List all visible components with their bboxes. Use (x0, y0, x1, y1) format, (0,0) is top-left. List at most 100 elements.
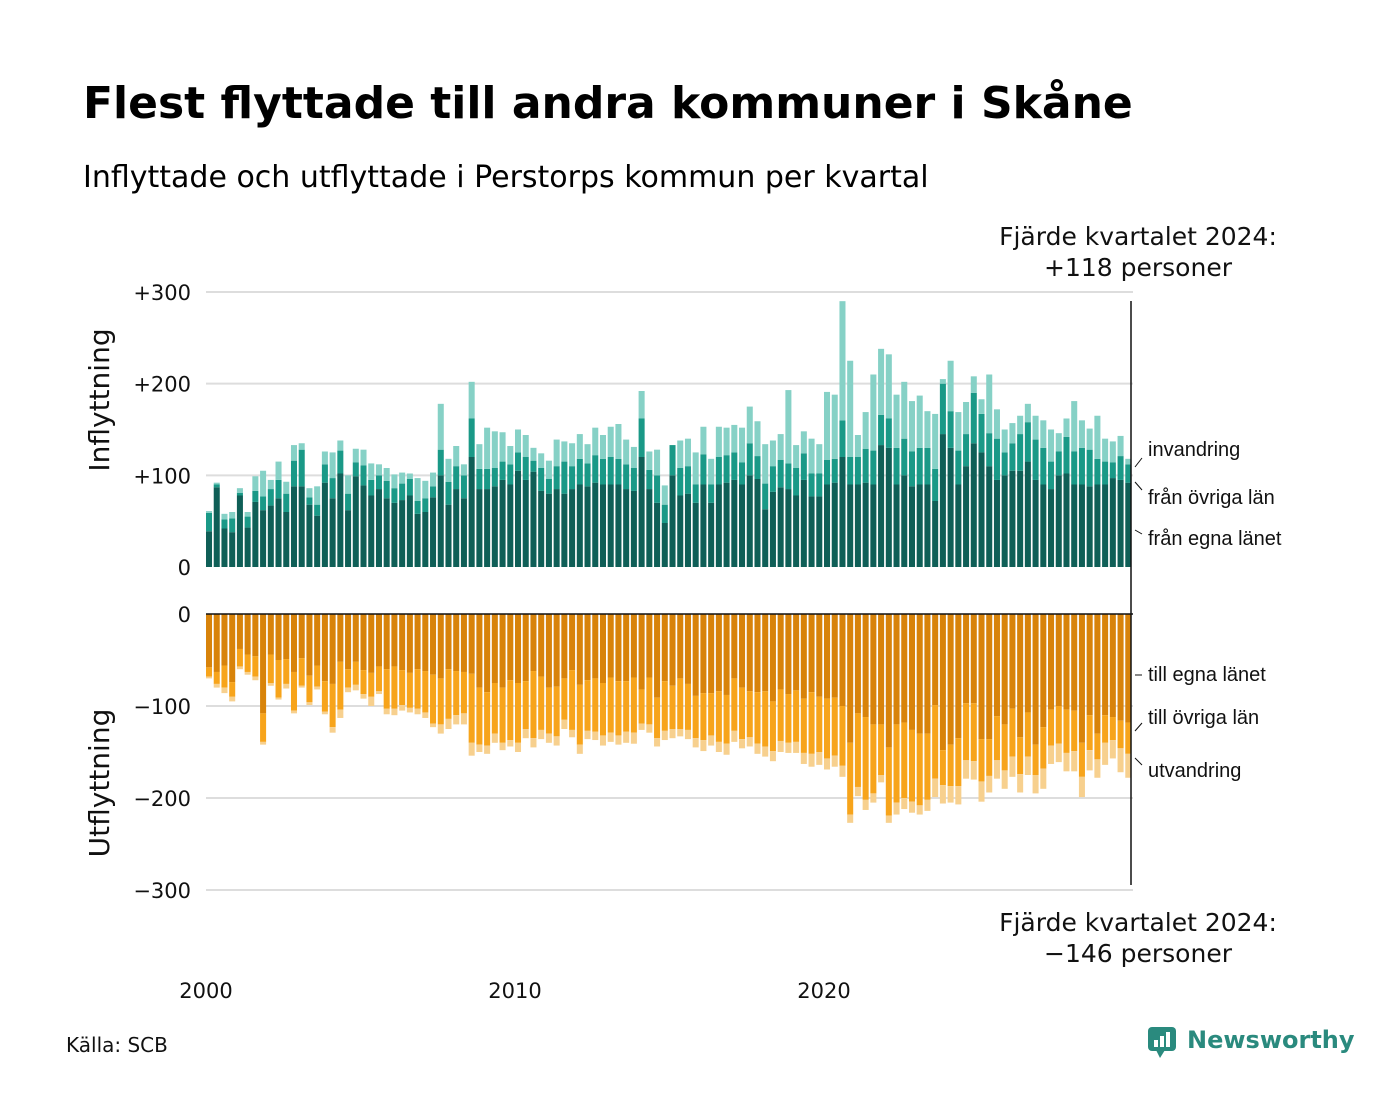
bar-in-1-q47 (569, 466, 576, 490)
bar-in-2-q74 (777, 434, 784, 460)
bar-out-2-q81 (831, 755, 838, 767)
bar-out-1-q8 (267, 654, 274, 683)
bar-out-0-q3 (229, 614, 236, 683)
bar-in-2-q93 (924, 411, 931, 448)
bar-in-0-q36 (484, 489, 491, 567)
bar-in-0-q72 (762, 509, 769, 567)
bar-in-1-q76 (793, 468, 800, 496)
bar-in-0-q34 (468, 457, 475, 567)
bar-in-0-q89 (893, 484, 900, 567)
bar-in-1-q19 (352, 462, 359, 477)
y-tick-label: +100 (133, 464, 191, 488)
bar-out-1-q61 (677, 678, 684, 729)
bar-out-1-q81 (831, 697, 838, 756)
bar-in-2-q39 (507, 446, 514, 465)
bar-out-1-q33 (460, 671, 467, 714)
bar-out-0-q16 (329, 614, 336, 684)
bar-out-1-q56 (638, 689, 645, 724)
bar-in-2-q88 (885, 354, 892, 419)
bar-in-1-q7 (260, 496, 267, 511)
bar-in-0-q6 (252, 501, 259, 567)
bar-out-0-q106 (1024, 614, 1031, 713)
bar-in-1-q103 (1001, 452, 1008, 476)
bar-in-2-q89 (893, 394, 900, 448)
bar-out-2-q38 (499, 742, 506, 751)
bar-in-1-q112 (1071, 451, 1078, 485)
bar-out-2-q17 (337, 709, 344, 718)
bar-out-1-q52 (607, 677, 614, 733)
bar-in-2-q48 (576, 434, 583, 459)
bar-out-1-q44 (545, 687, 552, 734)
bar-in-0-q28 (422, 512, 429, 567)
bar-in-1-q74 (777, 459, 784, 488)
bar-out-1-q57 (646, 677, 653, 725)
bar-out-2-q87 (878, 775, 885, 783)
bar-in-0-q19 (352, 476, 359, 567)
bar-out-2-q61 (677, 729, 684, 737)
bar-out-0-q19 (352, 614, 359, 662)
bar-in-1-q73 (769, 466, 776, 492)
bar-in-2-q112 (1071, 401, 1078, 452)
bar-in-0-q78 (808, 496, 815, 567)
bar-out-2-q117 (1109, 740, 1116, 759)
bar-out-1-q106 (1024, 712, 1031, 757)
y-ticks-inflyttning: 0 +100 +200 +300 (133, 281, 191, 580)
bar-out-1-q24 (391, 666, 398, 709)
bar-in-1-q35 (476, 468, 483, 490)
bar-in-1-q13 (306, 497, 313, 505)
bar-in-0-q76 (793, 495, 800, 567)
bar-in-2-q87 (878, 348, 885, 415)
bar-out-0-q117 (1109, 614, 1116, 718)
bar-in-2-q55 (630, 446, 637, 468)
bar-in-0-q97 (955, 484, 962, 567)
bar-in-1-q33 (460, 475, 467, 499)
bar-in-2-q13 (306, 488, 313, 498)
bar-in-1-q30 (437, 449, 444, 476)
bar-out-2-q43 (538, 729, 545, 740)
bar-out-1-q63 (692, 695, 699, 739)
bar-in-1-q37 (491, 468, 498, 487)
bar-out-1-q66 (715, 691, 722, 742)
bar-in-0-q9 (275, 498, 282, 567)
bar-out-1-q96 (947, 744, 954, 787)
bar-in-0-q15 (321, 482, 328, 567)
y-tick-label: −200 (133, 787, 191, 811)
bar-in-1-q43 (538, 468, 545, 491)
bar-out-1-q22 (375, 666, 382, 692)
bar-out-0-q109 (1048, 614, 1055, 710)
bar-out-1-q38 (499, 687, 506, 743)
bar-out-0-q103 (1001, 614, 1008, 725)
leader-till-ovriga-lan (1134, 722, 1143, 732)
bar-out-0-q74 (777, 614, 784, 690)
bar-in-0-q107 (1032, 479, 1039, 567)
bar-out-0-q4 (236, 614, 243, 649)
bar-out-1-q107 (1032, 744, 1039, 775)
source-note: Källa: SCB (66, 1033, 168, 1057)
bar-in-1-q70 (746, 443, 753, 476)
bar-out-2-q63 (692, 738, 699, 748)
bar-in-1-q98 (963, 434, 970, 467)
bar-in-1-q65 (708, 484, 715, 503)
bar-out-2-q98 (963, 760, 970, 779)
bar-out-1-q62 (684, 683, 691, 730)
bar-out-1-q0 (206, 667, 213, 677)
bar-in-1-q11 (290, 460, 298, 487)
bar-out-1-q94 (932, 705, 939, 779)
bar-out-0-q87 (878, 614, 885, 725)
bar-in-2-q95 (939, 379, 946, 384)
bar-in-0-q87 (878, 445, 885, 567)
bar-in-2-q6 (252, 476, 259, 491)
bar-out-1-q4 (236, 648, 243, 667)
bar-in-1-q71 (754, 456, 761, 479)
bar-in-1-q67 (723, 455, 730, 483)
bar-out-0-q52 (607, 614, 614, 678)
bar-out-1-q28 (422, 671, 429, 713)
bar-in-1-q83 (847, 457, 854, 485)
bar-in-0-q22 (375, 489, 382, 567)
bar-in-1-q44 (545, 479, 552, 494)
bar-in-0-q14 (314, 515, 321, 567)
label-fran-ovriga-lan: från övriga län (1148, 487, 1275, 509)
bar-out-0-q89 (893, 614, 900, 725)
bar-out-2-q84 (854, 786, 861, 797)
bar-in-1-q81 (831, 458, 838, 483)
